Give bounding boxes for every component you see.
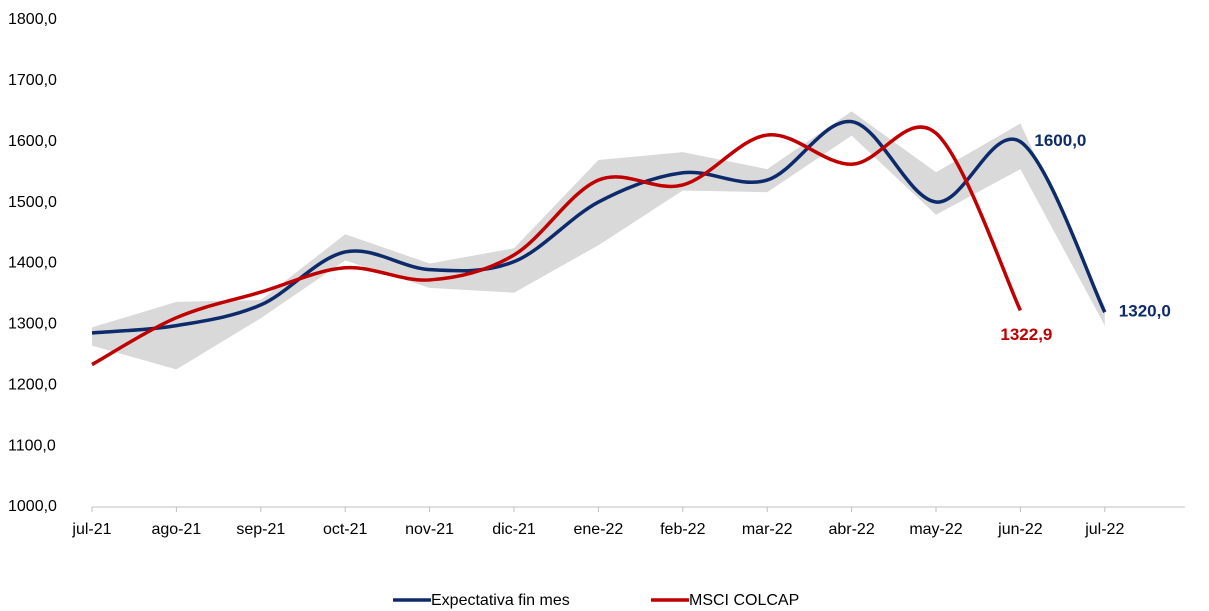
series-line — [91, 125, 1022, 367]
y-tick-label: 1400,0 — [8, 255, 57, 272]
y-tick-label: 1200,0 — [8, 376, 57, 393]
y-tick-label: 1000,0 — [8, 498, 57, 515]
x-tick-label: jun-22 — [997, 521, 1043, 538]
legend-label: Expectativa fin mes — [431, 592, 570, 609]
range-band — [92, 111, 1105, 370]
x-tick-label: oct-21 — [323, 521, 368, 538]
x-tick-label: sep-21 — [236, 521, 285, 538]
series-line — [91, 119, 1107, 335]
y-tick-label: 1100,0 — [8, 437, 56, 454]
y-tick-label: 1300,0 — [8, 316, 57, 333]
y-tick-label: 1800,0 — [8, 11, 57, 28]
y-tick-label: 1500,0 — [8, 194, 57, 211]
legend-label: MSCI COLCAP — [689, 592, 799, 609]
value-label: 1600,0 — [1034, 131, 1086, 150]
x-tick-label: may-22 — [909, 521, 962, 538]
value-label: 1320,0 — [1119, 302, 1171, 321]
value-label: 1322,9 — [1000, 325, 1052, 344]
x-tick-label: dic-21 — [492, 521, 536, 538]
x-tick-label: jul-22 — [1084, 521, 1124, 538]
x-tick-label: jul-21 — [71, 521, 111, 538]
x-tick-label: ago-21 — [151, 521, 201, 538]
x-tick-label: abr-22 — [828, 521, 874, 538]
x-tick-label: ene-22 — [573, 521, 623, 538]
y-tick-label: 1600,0 — [8, 133, 57, 150]
y-tick-label: 1700,0 — [8, 72, 57, 89]
x-tick-label: nov-21 — [405, 521, 454, 538]
x-tick-label: feb-22 — [660, 521, 705, 538]
x-tick-label: mar-22 — [742, 521, 793, 538]
